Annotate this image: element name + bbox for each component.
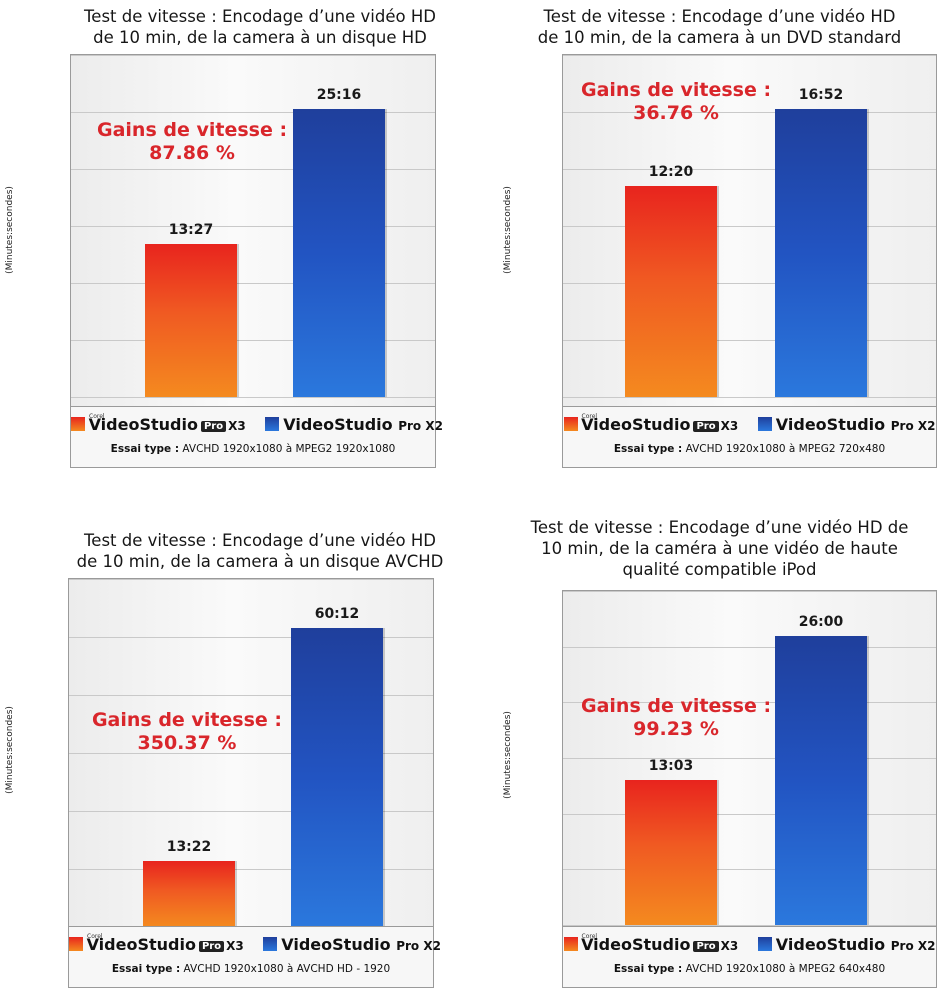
gridline xyxy=(69,869,433,870)
legend-x2-name: VideoStudio xyxy=(775,935,886,954)
pro-badge: Pro xyxy=(693,941,719,952)
bar-videostudio-pro-x3 xyxy=(625,186,717,397)
gridline xyxy=(563,169,936,170)
legend: CorelVideoStudio Pro X3 VideoStudio Pro X2… xyxy=(563,406,936,467)
gridline xyxy=(563,869,936,870)
plot-area: 13:03 26:00 xyxy=(563,591,936,926)
chart-title: Test de vitesse : Encodage d’une vidéo H… xyxy=(530,518,909,579)
legend-swatch-x3 xyxy=(69,937,83,951)
gain-annotation: Gains de vitesse :87.86 % xyxy=(97,119,288,164)
gridline xyxy=(563,591,936,592)
plot-area: 13:27 25:16 xyxy=(71,55,435,398)
test-type: Essai type : AVCHD 1920x1080 à AVCHD HD … xyxy=(111,963,391,975)
gridline xyxy=(69,579,433,580)
gridline xyxy=(69,695,433,696)
pro-badge: Pro xyxy=(200,421,227,432)
chart-panel: 12:20 16:52 Gains de vitesse :36.76 % Cor… xyxy=(562,54,937,468)
gridline xyxy=(563,283,936,284)
gridline xyxy=(71,283,435,284)
gridline xyxy=(71,397,435,398)
test-type: Essai type : AVCHD 1920x1080 à MPEG2 192… xyxy=(110,443,396,455)
bar-videostudio-pro-x3 xyxy=(625,780,717,925)
gridline xyxy=(71,226,435,227)
legend-x2-name: VideoStudio xyxy=(283,415,393,434)
gridline xyxy=(71,169,435,170)
chart-avchd: Test de vitesse : Encodage d’une vidéo H… xyxy=(0,520,470,991)
chart-title: Test de vitesse : Encodage d’une vidéo H… xyxy=(84,7,436,47)
bar-videostudio-pro-x3 xyxy=(145,244,237,397)
y-axis-label: (Minutes:secondes) xyxy=(503,186,513,274)
legend: CorelVideoStudio Pro X3 VideoStudio Pro X2… xyxy=(69,926,441,987)
legend-x3-name: VideoStudio xyxy=(581,415,691,434)
plot-area: 12:20 16:52 xyxy=(563,55,936,398)
bar-value-label: 26:00 xyxy=(798,614,844,630)
bar-videostudio-pro-x3 xyxy=(143,861,235,927)
legend-swatch-x3 xyxy=(563,937,578,951)
test-type: Essai type : AVCHD 1920x1080 à MPEG2 640… xyxy=(613,963,886,975)
gridline xyxy=(563,647,936,648)
bar-value-label: 13:27 xyxy=(168,222,214,238)
chart-ipod: Test de vitesse : Encodage d’une vidéo H… xyxy=(478,518,941,991)
legend-swatch-x3 xyxy=(71,417,85,431)
bar-value-label: 13:22 xyxy=(166,839,212,855)
chart-title: Test de vitesse : Encodage d’une vidéo H… xyxy=(76,531,444,571)
bar-videostudio-pro-x2 xyxy=(775,109,867,397)
bar-value-label: 16:52 xyxy=(798,87,844,103)
y-axis-label: (Minutes:secondes) xyxy=(5,706,15,794)
bar-value-label: 13:03 xyxy=(648,758,694,774)
legend-x3-name: VideoStudio xyxy=(88,415,198,434)
legend-swatch-x2 xyxy=(757,417,772,431)
pro-badge: Pro xyxy=(693,421,719,432)
legend-swatch-x3 xyxy=(563,417,578,431)
gridline xyxy=(71,340,435,341)
gain-annotation: Gains de vitesse :36.76 % xyxy=(581,79,772,124)
legend-x3-name: VideoStudio xyxy=(86,935,196,954)
legend: CorelVideoStudio Pro X3 VideoStudio Pro X2… xyxy=(71,406,443,467)
legend-swatch-x2 xyxy=(265,417,280,431)
gridline xyxy=(69,811,433,812)
gridline xyxy=(563,55,936,56)
gridline xyxy=(563,925,936,926)
legend: CorelVideoStudio Pro X3 VideoStudio Pro X2… xyxy=(563,926,936,987)
y-axis-label: (Minutes:secondes) xyxy=(503,711,513,799)
gridline xyxy=(69,637,433,638)
gridline xyxy=(563,340,936,341)
bar-value-label: 25:16 xyxy=(316,87,362,103)
pro-badge: Pro xyxy=(198,941,225,952)
legend-x3-name: VideoStudio xyxy=(581,935,691,954)
bar-videostudio-pro-x2 xyxy=(291,628,383,927)
gain-annotation: Gains de vitesse :350.37 % xyxy=(91,709,283,754)
gridline xyxy=(563,758,936,759)
legend-swatch-x2 xyxy=(263,937,278,951)
chart-title: Test de vitesse : Encodage d’une vidéo H… xyxy=(537,7,902,47)
gridline xyxy=(71,55,435,56)
chart-dvd: Test de vitesse : Encodage d’une vidéo H… xyxy=(478,0,941,470)
gridline xyxy=(563,397,936,398)
gridline xyxy=(563,226,936,227)
test-type: Essai type : AVCHD 1920x1080 à MPEG2 720… xyxy=(613,443,886,455)
chart-panel: 13:22 60:12 Gains de vitesse :350.37 % Co… xyxy=(68,578,441,988)
bar-videostudio-pro-x2 xyxy=(775,636,867,925)
chart-panel: 13:27 25:16 Gains de vitesse :87.86 % Cor… xyxy=(70,54,443,468)
legend-x2-name: VideoStudio xyxy=(775,415,886,434)
bar-videostudio-pro-x2 xyxy=(293,109,385,397)
gain-annotation: Gains de vitesse :99.23 % xyxy=(581,695,772,740)
gridline xyxy=(71,112,435,113)
chart-panel: 13:03 26:00 Gains de vitesse :99.23 % Cor… xyxy=(562,590,937,988)
gridline xyxy=(563,814,936,815)
gridline xyxy=(563,112,936,113)
chart-hd-disc: Test de vitesse : Encodage d’une vidéo H… xyxy=(0,0,470,470)
bar-value-label: 12:20 xyxy=(648,164,694,180)
gridline xyxy=(69,753,433,754)
bar-value-label: 60:12 xyxy=(314,606,360,622)
legend-swatch-x2 xyxy=(757,937,772,951)
y-axis-label: (Minutes:secondes) xyxy=(5,186,15,274)
legend-x2-name: VideoStudio xyxy=(281,935,391,954)
gridline xyxy=(563,702,936,703)
